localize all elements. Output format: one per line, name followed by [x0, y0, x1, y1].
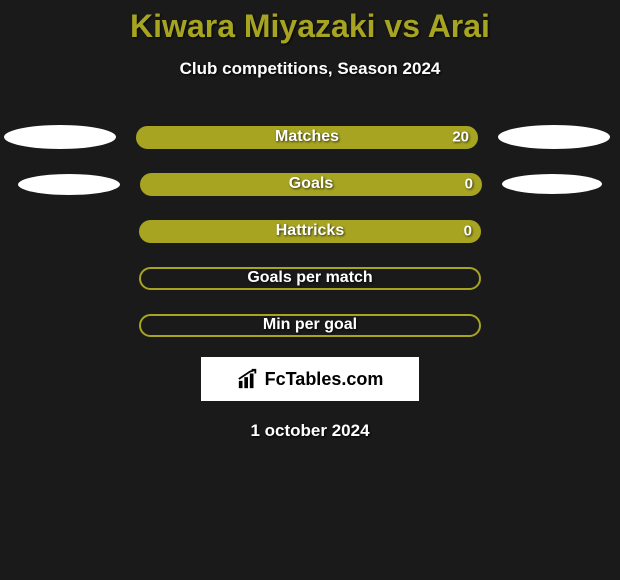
stat-label: Matches [275, 128, 339, 146]
brand-text: FcTables.com [265, 369, 384, 390]
player-right-indicator [498, 125, 610, 149]
date-label: 1 october 2024 [0, 421, 620, 441]
stat-bar-hattricks: Hattricks 0 [139, 220, 481, 243]
stat-row-matches: Matches 20 [0, 125, 620, 149]
stat-value: 0 [465, 176, 473, 193]
stat-bar-goals: Goals 0 [140, 173, 482, 196]
stat-row-goals-per-match: Goals per match [0, 266, 620, 290]
stat-bar-matches: Matches 20 [136, 126, 478, 149]
stat-row-hattricks: Hattricks 0 [0, 219, 620, 243]
stat-label: Goals per match [247, 269, 372, 287]
brand-badge[interactable]: FcTables.com [201, 357, 419, 401]
stat-label: Goals [289, 175, 333, 193]
player-left-indicator [4, 125, 116, 149]
stat-label: Hattricks [276, 222, 344, 240]
stat-label: Min per goal [263, 316, 357, 334]
player-left-indicator [18, 174, 120, 195]
spacer [500, 266, 620, 290]
chart-icon [237, 368, 259, 390]
player-right-indicator [502, 174, 602, 194]
stat-value: 20 [452, 129, 469, 146]
spacer [0, 313, 120, 337]
comparison-card: Kiwara Miyazaki vs Arai Club competition… [0, 0, 620, 441]
stat-row-min-per-goal: Min per goal [0, 313, 620, 337]
stat-value: 0 [464, 223, 472, 240]
spacer [500, 219, 620, 243]
spacer [500, 313, 620, 337]
stat-bar-goals-per-match: Goals per match [139, 267, 481, 290]
stats-rows: Matches 20 Goals 0 Hattricks 0 Goal [0, 125, 620, 337]
stat-bar-min-per-goal: Min per goal [139, 314, 481, 337]
stat-row-goals: Goals 0 [0, 172, 620, 196]
spacer [0, 219, 120, 243]
spacer [0, 266, 120, 290]
page-title: Kiwara Miyazaki vs Arai [0, 8, 620, 45]
subtitle: Club competitions, Season 2024 [0, 59, 620, 79]
